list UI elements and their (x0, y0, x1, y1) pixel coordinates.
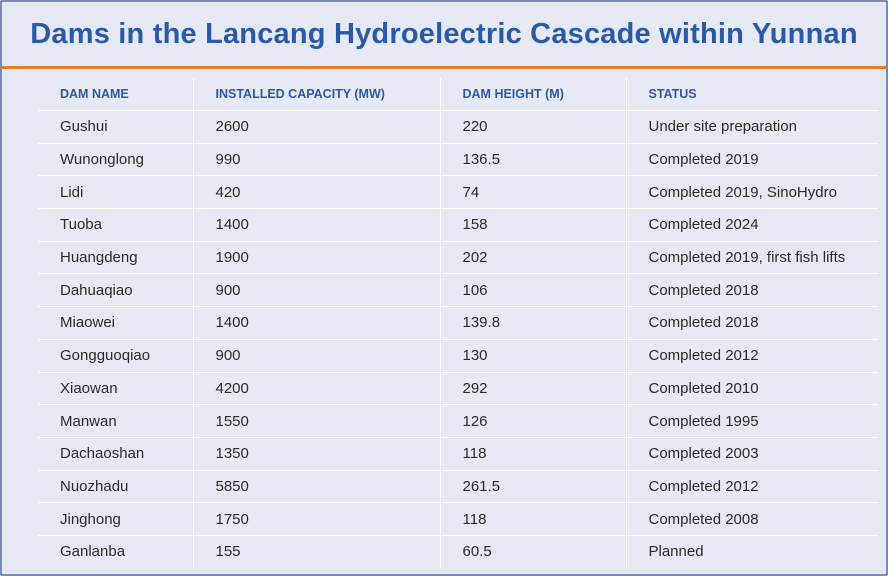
table-row: Miaowei 1400 139.8 Completed 2018 (38, 306, 878, 340)
cell-dam-height: 136.5 (439, 143, 626, 177)
cell-dam-height: 292 (439, 372, 626, 406)
cell-installed-capacity: 1400 (192, 208, 440, 242)
cell-installed-capacity: 1400 (192, 306, 440, 340)
cell-status: Completed 2012 (625, 339, 878, 373)
cell-dam-name: Miaowei (38, 306, 193, 340)
table-row: Jinghong 1750 118 Completed 2008 (38, 502, 878, 536)
cell-dam-name: Nuozhadu (38, 470, 193, 504)
cell-installed-capacity: 900 (192, 273, 440, 308)
cell-installed-capacity: 1550 (192, 404, 440, 438)
cell-dam-name: Xiaowan (38, 372, 193, 406)
cell-dam-name: Ganlanba (60, 543, 126, 561)
table-row: Nuozhadu 5850 261.5 Completed 2012 (38, 470, 878, 504)
cell-status: Planned (625, 535, 878, 568)
cell-status: Completed 2019 (625, 143, 878, 177)
table-row: Tuoba 1400 158 Completed 2024 (38, 208, 878, 242)
cell-dam-height: 126 (439, 404, 626, 438)
table-row: Dachaoshan 1350 118 Completed 2003 (38, 437, 878, 471)
cell-dam-name: Gongguoqiao (38, 339, 193, 373)
cell-status: Completed 2018 (625, 306, 878, 340)
cell-dam-name: Lidi (38, 175, 193, 210)
cell-dam-height: 60.5 (439, 535, 626, 568)
cell-installed-capacity: 1750 (192, 502, 440, 536)
cell-status: Completed 2019, first fish lifts (625, 241, 878, 275)
cell-dam-height: 139.8 (439, 306, 626, 340)
dams-table: DAM NAME INSTALLED CAPACITY (MW) DAM HEI… (38, 78, 878, 568)
column-header-installed-capacity: INSTALLED CAPACITY (MW) (192, 78, 440, 111)
cell-installed-capacity: 2600 (192, 110, 440, 144)
cell-dam-height: 130 (439, 339, 626, 373)
table-row: Gongguoqiao 900 130 Completed 2012 (38, 339, 878, 373)
cell-installed-capacity: 155 (192, 535, 440, 568)
page-title: Dams in the Lancang Hydroelectric Cascad… (30, 17, 858, 50)
cell-installed-capacity: 5850 (192, 470, 440, 504)
cell-status: Completed 2012 (625, 470, 878, 504)
cell-dam-height: 158 (439, 208, 626, 242)
cell-status: Completed 2008 (625, 502, 878, 536)
table-row: Lidi 420 74 Completed 2019, SinoHydro (38, 175, 878, 210)
cell-dam-name: Dachaoshan (38, 437, 193, 471)
cell-status: Completed 2018 (625, 273, 878, 308)
cell-dam-name: Jinghong (38, 502, 193, 536)
cell-installed-capacity: 1350 (192, 437, 440, 471)
cell-status: Completed 2010 (625, 372, 878, 406)
cell-status: Completed 2024 (625, 208, 878, 242)
cell-dam-name: Gushui (38, 110, 193, 144)
table-row: Manwan 1550 126 Completed 1995 (38, 404, 878, 438)
cell-dam-height: 261.5 (439, 470, 626, 504)
cell-dam-height: 220 (439, 110, 626, 144)
table-row: Wunonglong 990 136.5 Completed 2019 (38, 143, 878, 177)
cell-dam-name: Tuoba (38, 208, 193, 242)
cell-dam-height: 202 (439, 241, 626, 275)
table-row: Gushui 2600 220 Under site preparation (38, 110, 878, 144)
column-header-status: STATUS (625, 78, 878, 111)
cell-status: Under site preparation (625, 110, 878, 144)
cell-installed-capacity: 4200 (192, 372, 440, 406)
column-header-dam-name: DAM NAME (38, 78, 193, 111)
cell-dam-name: Wunonglong (38, 143, 193, 177)
cell-dam-height: 118 (439, 502, 626, 536)
cell-dam-height: 74 (439, 175, 626, 210)
table-row: Dahuaqiao 900 106 Completed 2018 (38, 273, 878, 308)
cell-dam-name: Huangdeng (38, 241, 193, 275)
title-bar: Dams in the Lancang Hydroelectric Cascad… (2, 2, 886, 69)
table-header-row: DAM NAME INSTALLED CAPACITY (MW) DAM HEI… (38, 78, 878, 111)
cell-dam-height: 118 (439, 437, 626, 471)
cell-dam-name: Dahuaqiao (38, 273, 193, 308)
cell-installed-capacity: 990 (192, 143, 440, 177)
column-header-dam-height: DAM HEIGHT (M) (439, 78, 626, 111)
table-row: Xiaowan 4200 292 Completed 2010 (38, 372, 878, 406)
cell-installed-capacity: 900 (192, 339, 440, 373)
table-row: Huangdeng 1900 202 Completed 2019, first… (38, 241, 878, 275)
cell-installed-capacity: 420 (192, 175, 440, 210)
cell-dam-height: 106 (439, 273, 626, 308)
table-container: DAM NAME INSTALLED CAPACITY (MW) DAM HEI… (38, 78, 878, 568)
cell-status: Completed 2003 (625, 437, 878, 471)
cell-dam-name: Manwan (38, 404, 193, 438)
cell-installed-capacity: 1900 (192, 241, 440, 275)
table-row: Ganlanba 155 60.5 Planned (38, 535, 878, 568)
cell-status: Completed 1995 (625, 404, 878, 438)
cell-status: Completed 2019, SinoHydro (625, 175, 878, 210)
